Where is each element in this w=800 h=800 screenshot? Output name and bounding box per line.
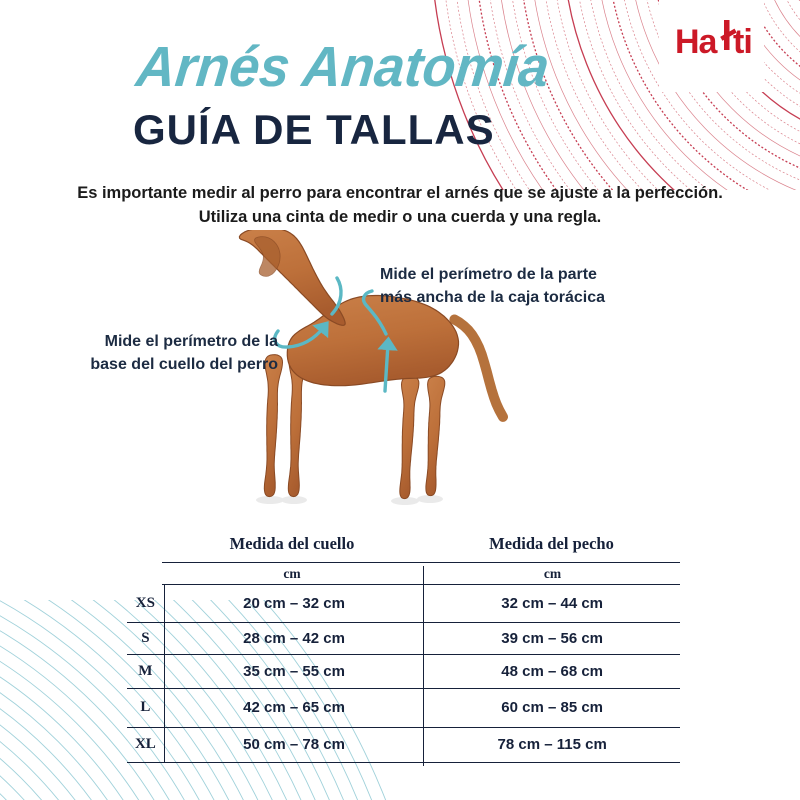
svg-text:Ha: Ha [675, 23, 719, 61]
svg-text:ti: ti [733, 23, 752, 61]
